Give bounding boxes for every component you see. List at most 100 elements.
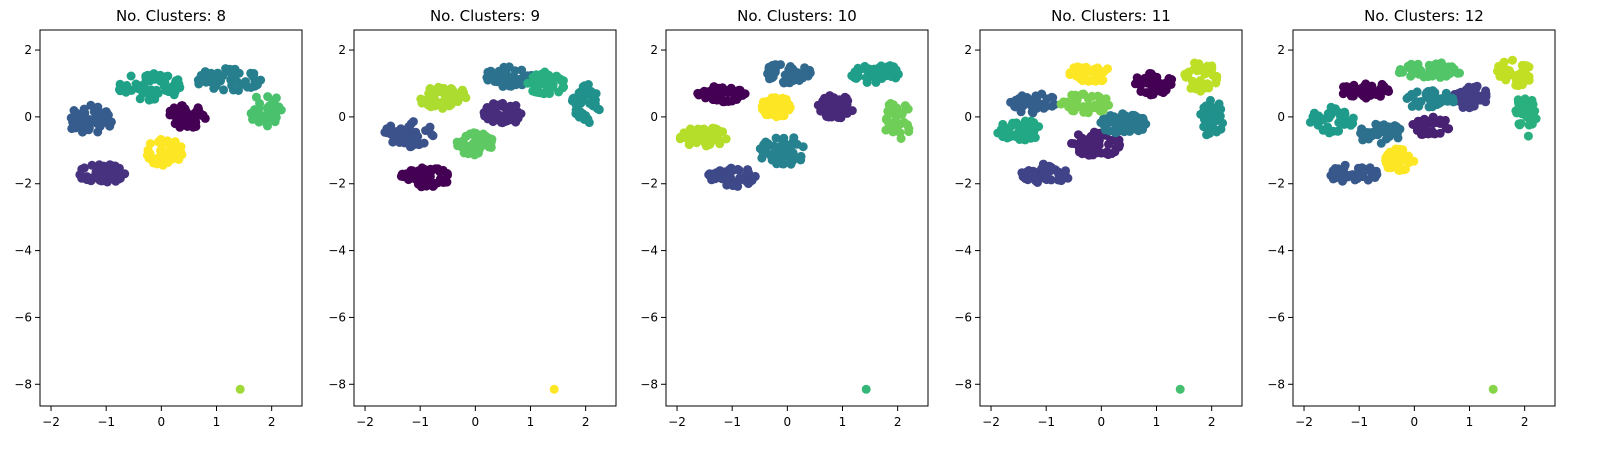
cluster-3 <box>763 60 815 88</box>
scatter-point <box>433 82 443 92</box>
scatter-point <box>586 91 596 101</box>
scatter-point <box>153 158 163 168</box>
scatter-point <box>705 171 715 181</box>
scatter-point <box>494 110 504 120</box>
y-tick-label: −6 <box>640 310 658 324</box>
scatter-point <box>438 103 448 113</box>
scatter-point <box>206 68 216 78</box>
scatter-point <box>1106 136 1116 145</box>
scatter-point <box>1514 98 1523 108</box>
scatter-point <box>1070 102 1079 112</box>
cluster-4 <box>1096 109 1151 138</box>
scatter-point <box>789 133 799 143</box>
scatter-point <box>425 122 435 132</box>
scatter-point <box>115 79 125 89</box>
scatter-point <box>1111 121 1121 131</box>
scatter-point <box>1212 71 1222 81</box>
y-tick-label: −8 <box>14 377 32 391</box>
scatter-point <box>1011 132 1020 141</box>
scatter-point <box>1132 73 1142 83</box>
scatter-point <box>235 384 245 394</box>
cluster-6 <box>1305 102 1358 138</box>
y-tick-label: 2 <box>338 43 346 57</box>
scatter-point <box>784 65 794 75</box>
scatter-point <box>428 101 438 111</box>
scatter-point <box>242 82 252 92</box>
scatter-point <box>263 92 273 102</box>
scatter-point <box>555 74 565 84</box>
scatter-point <box>1200 69 1210 79</box>
x-tick-label: 1 <box>839 415 847 429</box>
scatter-point <box>1060 169 1070 179</box>
cluster-2 <box>380 117 438 152</box>
scatter-point <box>537 69 547 79</box>
cluster-1 <box>75 160 130 187</box>
scatter-point <box>414 140 424 150</box>
y-tick-label: −6 <box>1267 310 1285 324</box>
axes-frame <box>39 29 303 407</box>
scatter-point <box>1523 131 1533 141</box>
scatter-point <box>1431 59 1441 69</box>
scatter-point <box>805 65 815 75</box>
scatter-point <box>1311 110 1321 120</box>
cluster-1 <box>1067 127 1125 160</box>
cluster-5 <box>523 67 569 99</box>
scatter-point <box>262 103 272 113</box>
scatter-point <box>416 94 426 104</box>
scatter-point <box>829 95 839 104</box>
scatter-point <box>1481 92 1491 102</box>
scatter-point <box>679 133 689 142</box>
scatter-point <box>84 125 94 135</box>
scatter-point <box>733 164 743 174</box>
scatter-point <box>769 141 779 151</box>
cluster-7 <box>881 99 914 143</box>
cluster-5 <box>1402 86 1458 112</box>
scatter-point <box>126 71 136 81</box>
x-tick-label: 1 <box>213 415 221 429</box>
scatter-point <box>996 124 1006 134</box>
scatter-point <box>1031 176 1041 186</box>
scatter-point <box>884 100 894 110</box>
scatter-point <box>485 66 495 76</box>
cluster-9 <box>1488 384 1498 394</box>
scatter-point <box>1428 119 1438 128</box>
cluster-5 <box>847 61 903 87</box>
scatter-point <box>877 74 887 83</box>
cluster-4 <box>567 80 604 128</box>
scatter-point <box>510 66 520 76</box>
y-tick-label: 0 <box>1277 110 1285 124</box>
scatter-point <box>708 123 718 133</box>
scatter-point <box>758 149 768 159</box>
scatter-point <box>254 111 264 121</box>
y-tick-label: 2 <box>1277 43 1285 57</box>
y-tick-label: −2 <box>1267 177 1285 191</box>
scatter-point <box>473 148 483 158</box>
scatter-point <box>1022 93 1032 102</box>
scatter-panel-3: No. Clusters: 10 −2 −1 0 1 2 2 0 −2 −4 −6 −8 <box>640 7 929 429</box>
cluster-5 <box>1196 95 1227 140</box>
scatter-point <box>86 100 96 110</box>
y-tick-label: −2 <box>954 177 972 191</box>
panel-title: No. Clusters: 8 <box>116 7 226 25</box>
scatter-point <box>219 85 229 95</box>
scatter-point <box>861 73 871 83</box>
scatter-point <box>778 135 787 145</box>
scatter-point <box>420 165 430 175</box>
cluster-2 <box>1017 159 1073 187</box>
scatter-point <box>851 73 861 83</box>
scatter-point <box>758 97 768 107</box>
scatter-point <box>1337 118 1347 128</box>
scatter-point <box>1218 118 1227 128</box>
scatter-point <box>841 103 851 113</box>
scatter-point <box>585 98 595 108</box>
scatter-point <box>1394 162 1404 172</box>
scatter-point <box>1381 86 1391 96</box>
scatter-point <box>1393 125 1403 135</box>
scatter-point <box>175 83 185 93</box>
scatter-point <box>153 137 163 147</box>
scatter-point <box>494 66 504 76</box>
scatter-point <box>1469 82 1479 92</box>
scatter-point <box>1461 85 1471 95</box>
scatter-point <box>726 163 736 173</box>
cluster-1 <box>479 98 526 128</box>
